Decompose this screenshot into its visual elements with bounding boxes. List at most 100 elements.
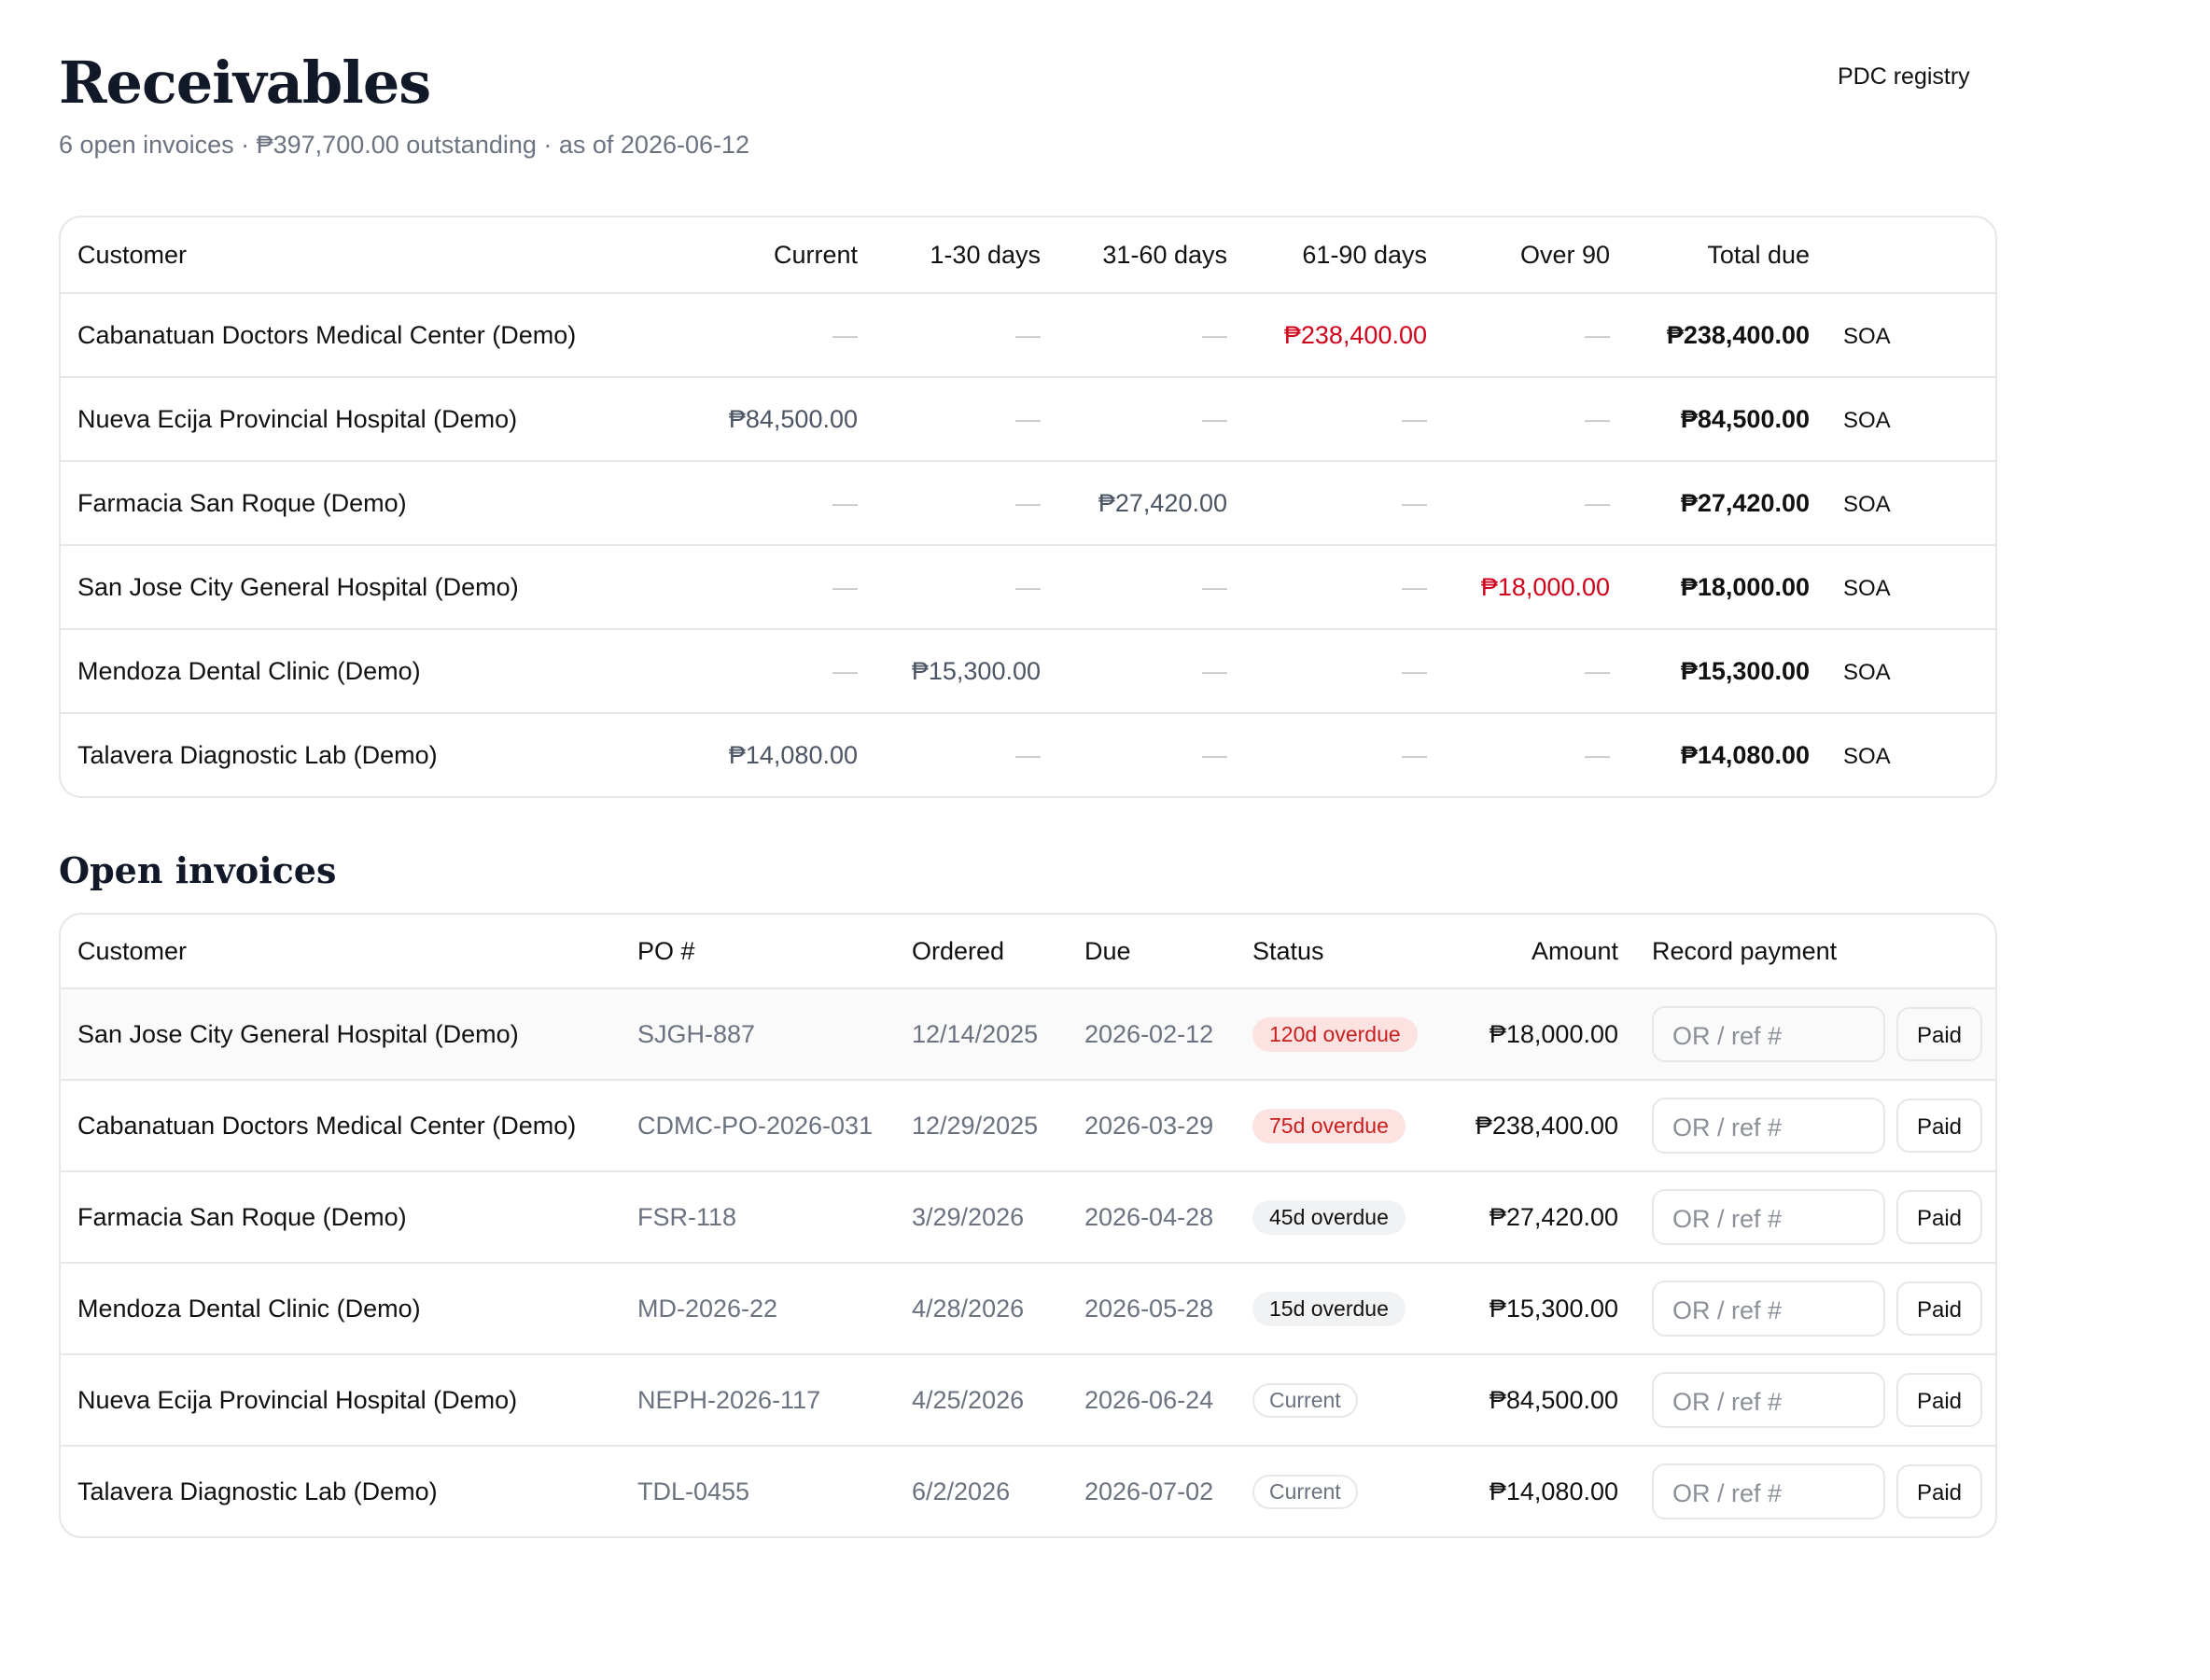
empty-cell: — bbox=[1244, 544, 1444, 629]
paid-button[interactable]: Paid bbox=[1896, 1281, 1982, 1336]
action-cell: SOA bbox=[1826, 376, 1995, 461]
invoice-row: Cabanatuan Doctors Medical Center (Demo)… bbox=[61, 1079, 1995, 1171]
status-badge: 120d overdue bbox=[1252, 1016, 1418, 1052]
soa-link[interactable]: SOA bbox=[1843, 575, 1891, 601]
empty-cell: — bbox=[692, 628, 874, 713]
reference-input[interactable]: OR / ref # bbox=[1652, 1281, 1885, 1337]
amount-cell: ₱15,300.00 bbox=[874, 628, 1057, 713]
action-cell: SOA bbox=[1826, 293, 1995, 377]
amount-cell: ₱84,500.00 bbox=[692, 376, 874, 461]
reference-input[interactable]: OR / ref # bbox=[1652, 1189, 1885, 1245]
po-cell: NEPH-2026-117 bbox=[621, 1353, 895, 1446]
payment-cell: OR / ref # Paid bbox=[1635, 1353, 1995, 1446]
page-title: Receivables bbox=[59, 49, 431, 117]
paid-button[interactable]: Paid bbox=[1896, 1373, 1982, 1427]
empty-cell: — bbox=[1244, 628, 1444, 713]
payment-cell: OR / ref # Paid bbox=[1635, 988, 1995, 1080]
amount-cell: ₱238,400.00 bbox=[1666, 320, 1810, 349]
paid-button[interactable]: Paid bbox=[1896, 1099, 1982, 1153]
aging-row: Mendoza Dental Clinic (Demo) — ₱15,300.00—… bbox=[61, 628, 1995, 713]
status-badge: Current bbox=[1252, 1382, 1358, 1418]
status-cell: 15d overdue bbox=[1236, 1262, 1445, 1354]
due-cell: 2026-02-12 bbox=[1084, 1019, 1214, 1048]
action-cell: SOA bbox=[1826, 628, 1995, 713]
paid-button[interactable]: Paid bbox=[1896, 1190, 1982, 1244]
customer-cell: Mendoza Dental Clinic (Demo) bbox=[61, 628, 692, 713]
invoice-table: Customer PO # Ordered Due Status Amount Record… bbox=[59, 913, 1997, 1538]
empty-cell: — bbox=[874, 712, 1057, 796]
invoice-row: Mendoza Dental Clinic (Demo) MD-2026-22 4/… bbox=[61, 1262, 1995, 1354]
customer-cell: San Jose City General Hospital (Demo) bbox=[77, 1019, 519, 1048]
customer-cell: San Jose City General Hospital (Demo) bbox=[61, 544, 692, 629]
column-header: Current bbox=[692, 217, 874, 294]
po-cell: MD-2026-22 bbox=[621, 1262, 895, 1354]
amount-cell: ₱18,000.00 bbox=[1489, 1019, 1618, 1048]
paid-button[interactable]: Paid bbox=[1896, 1007, 1982, 1061]
status-cell: 45d overdue bbox=[1236, 1170, 1445, 1263]
amount-cell: ₱84,500.00 bbox=[1627, 376, 1826, 461]
reference-input[interactable]: OR / ref # bbox=[1652, 1372, 1885, 1428]
reference-input[interactable]: OR / ref # bbox=[1652, 1006, 1885, 1062]
due-cell: 2026-03-29 bbox=[1068, 1079, 1236, 1171]
empty-cell: — bbox=[1202, 320, 1227, 349]
empty-cell: — bbox=[1015, 320, 1041, 349]
column-header bbox=[1826, 217, 1995, 294]
column-header: Record payment bbox=[1635, 915, 1995, 989]
amount-cell: ₱14,080.00 bbox=[1445, 1445, 1635, 1536]
ordered-cell: 6/2/2026 bbox=[895, 1445, 1068, 1536]
section-title: Open invoices bbox=[59, 849, 337, 891]
column-header: 61-90 days bbox=[1244, 217, 1444, 294]
po-cell: TDL-0455 bbox=[621, 1445, 895, 1536]
column-header: Status bbox=[1236, 915, 1445, 989]
reference-input[interactable]: OR / ref # bbox=[1652, 1098, 1885, 1154]
column-header: 1-30 days bbox=[874, 217, 1057, 294]
soa-link[interactable]: SOA bbox=[1843, 743, 1891, 769]
empty-cell: — bbox=[1444, 376, 1627, 461]
ordered-cell: 3/29/2026 bbox=[895, 1170, 1068, 1263]
aging-row: Cabanatuan Doctors Medical Center (Demo)… bbox=[61, 293, 1995, 377]
soa-link[interactable]: SOA bbox=[1843, 659, 1891, 685]
empty-cell: — bbox=[874, 544, 1057, 629]
column-header: Over 90 bbox=[1444, 217, 1627, 294]
soa-link[interactable]: SOA bbox=[1843, 323, 1891, 349]
paid-button[interactable]: Paid bbox=[1896, 1464, 1982, 1519]
pdc-link[interactable]: PDC registry bbox=[1838, 63, 1970, 90]
action-cell: SOA bbox=[1826, 544, 1995, 629]
empty-cell: — bbox=[1444, 628, 1627, 713]
column-header: Ordered bbox=[895, 915, 1068, 989]
due-cell: 2026-07-02 bbox=[1068, 1445, 1236, 1536]
customer-cell: Cabanatuan Doctors Medical Center (Demo) bbox=[61, 1079, 621, 1171]
po-cell: CDMC-PO-2026-031 bbox=[621, 1079, 895, 1171]
action-cell: SOA bbox=[1826, 712, 1995, 796]
soa-link[interactable]: SOA bbox=[1843, 407, 1891, 433]
customer-cell: Talavera Diagnostic Lab (Demo) bbox=[61, 712, 692, 796]
ordered-cell: 4/25/2026 bbox=[895, 1353, 1068, 1446]
empty-cell: — bbox=[1057, 544, 1244, 629]
empty-cell: — bbox=[1444, 460, 1627, 545]
customer-cell: Nueva Ecija Provincial Hospital (Demo) bbox=[61, 1353, 621, 1446]
aging-row: Farmacia San Roque (Demo) — — ₱27,420.00— — ₱… bbox=[61, 460, 1995, 545]
status-cell: Current bbox=[1236, 1445, 1445, 1536]
amount-cell: ₱14,080.00 bbox=[1627, 712, 1826, 796]
amount-cell: ₱27,420.00 bbox=[1057, 460, 1244, 545]
amount-cell: ₱14,080.00 bbox=[692, 712, 874, 796]
action-cell: SOA bbox=[1826, 460, 1995, 545]
empty-cell: — bbox=[1244, 460, 1444, 545]
status-badge: 75d overdue bbox=[1252, 1108, 1406, 1143]
amount-cell: ₱238,400.00 bbox=[1283, 320, 1427, 349]
aging-table: Customer Current 1-30 days 31-60 days 61-90 … bbox=[59, 216, 1997, 798]
subtitle: 6 open invoices · ₱397,700.00 outstandin… bbox=[59, 131, 750, 159]
reference-input[interactable]: OR / ref # bbox=[1652, 1463, 1885, 1519]
status-badge: 45d overdue bbox=[1252, 1199, 1406, 1235]
column-header: Due bbox=[1068, 915, 1236, 989]
amount-cell: ₱15,300.00 bbox=[1445, 1262, 1635, 1354]
po-cell: SJGH-887 bbox=[637, 1019, 756, 1048]
empty-cell: — bbox=[1057, 376, 1244, 461]
soa-link[interactable]: SOA bbox=[1843, 491, 1891, 517]
ordered-cell: 12/29/2025 bbox=[895, 1079, 1068, 1171]
status-badge: Current bbox=[1252, 1474, 1358, 1509]
customer-cell: Nueva Ecija Provincial Hospital (Demo) bbox=[61, 376, 692, 461]
empty-cell: — bbox=[1585, 320, 1610, 349]
empty-cell: — bbox=[874, 376, 1057, 461]
